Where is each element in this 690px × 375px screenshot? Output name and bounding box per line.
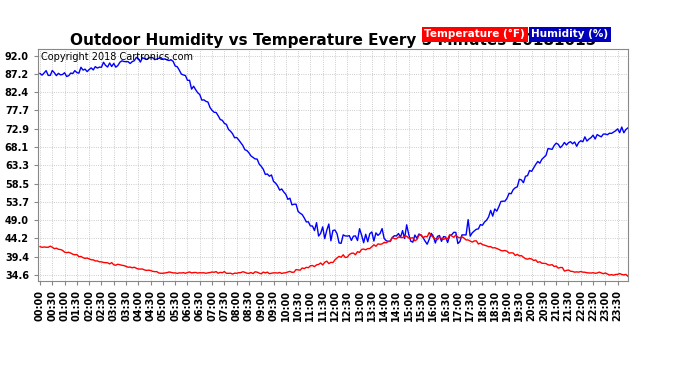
Text: Humidity (%): Humidity (%) [531,29,609,39]
Title: Outdoor Humidity vs Temperature Every 5 Minutes 20181015: Outdoor Humidity vs Temperature Every 5 … [70,33,596,48]
Text: Temperature (°F): Temperature (°F) [424,29,525,39]
Text: Copyright 2018 Cartronics.com: Copyright 2018 Cartronics.com [41,52,193,62]
